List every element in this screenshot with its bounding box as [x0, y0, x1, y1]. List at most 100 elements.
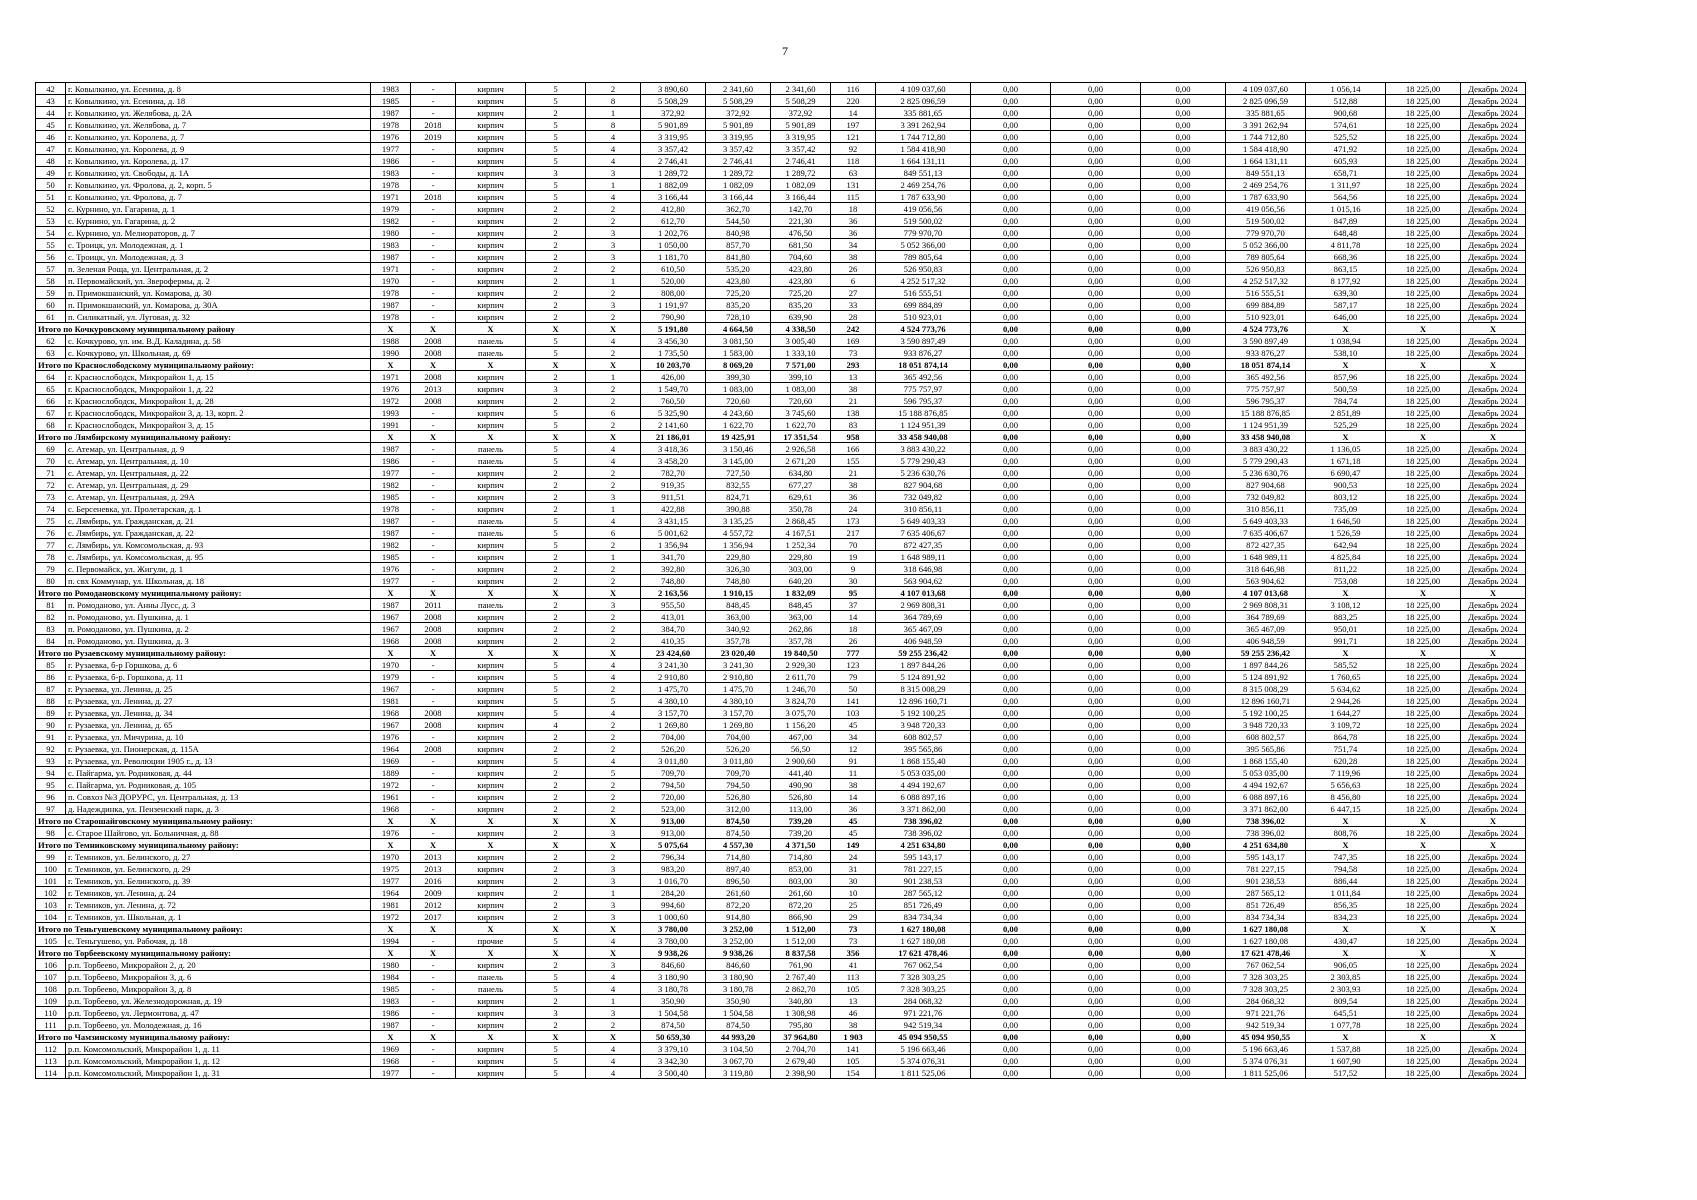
residential-area-cell: 2 341,60 — [705, 82, 771, 95]
entrances-cell: 4 — [585, 442, 641, 455]
deadline-cell: Декабрь 2024 — [1460, 166, 1526, 179]
living-area-cell: 4 338,50 — [770, 322, 831, 335]
year-built-cell: 1985 — [370, 550, 411, 563]
deadline-cell: Декабрь 2024 — [1460, 634, 1526, 647]
deadline-cell: Декабрь 2024 — [1460, 370, 1526, 383]
living-area-cell: 2 746,41 — [770, 154, 831, 167]
floors-cell: 5 — [525, 130, 586, 143]
residential-area-cell: 704,00 — [705, 730, 771, 743]
overhaul-year-cell: - — [410, 94, 456, 107]
total-area-cell: 955,50 — [640, 598, 706, 611]
fund-3-cell: 0,00 — [1140, 142, 1226, 155]
limit-cost-cell: 18 225,00 — [1385, 754, 1461, 767]
residents-cell: 24 — [830, 850, 876, 863]
residents-cell: 41 — [830, 958, 876, 971]
entrances-cell: 1 — [585, 274, 641, 287]
residential-area-cell: 3 241,30 — [705, 658, 771, 671]
overhaul-year-cell: - — [410, 970, 456, 983]
total-area-cell: 3 180,90 — [640, 970, 706, 983]
table-row: 89 г. Рузаевка, ул. Ленина, д. 34 1968 2008… — [35, 706, 1526, 719]
fund-1-cell: 0,00 — [970, 466, 1051, 479]
row-number-cell: 104 — [35, 910, 66, 923]
row-number-cell: 42 — [35, 82, 66, 95]
fund-2-cell: 0,00 — [1050, 226, 1141, 239]
overhaul-year-cell: - — [410, 178, 456, 191]
residents-cell: 12 — [830, 742, 876, 755]
fund-2-cell: 0,00 — [1050, 886, 1141, 899]
deadline-cell: X — [1460, 358, 1526, 371]
living-area-cell: 848,45 — [770, 598, 831, 611]
fund-3-cell: 0,00 — [1140, 466, 1226, 479]
living-area-cell: 1 512,00 — [770, 922, 831, 935]
entrances-cell: 1 — [585, 994, 641, 1007]
floors-cell: X — [525, 838, 586, 851]
table-row: 99 г. Темников, ул. Белинского, д. 27 1970… — [35, 850, 1526, 863]
fund-3-cell: 0,00 — [1140, 538, 1226, 551]
limit-cost-cell: 18 225,00 — [1385, 130, 1461, 143]
year-built-cell: X — [370, 946, 411, 959]
floors-cell: 2 — [525, 790, 586, 803]
address-cell: г. Краснослободск, Микрорайон 1, д. 15 — [65, 370, 371, 383]
living-area-cell: 3 824,70 — [770, 694, 831, 707]
floors-cell: 2 — [525, 778, 586, 791]
total-area-cell: 412,80 — [640, 202, 706, 215]
cost-per-sqm-cell: 538,10 — [1305, 346, 1386, 359]
address-cell: г. Ковылкино, ул. Свободы, д. 1А — [65, 166, 371, 179]
deadline-cell: Декабрь 2024 — [1460, 934, 1526, 947]
overhaul-year-cell: - — [410, 574, 456, 587]
year-built-cell: 1964 — [370, 742, 411, 755]
floors-cell: 2 — [525, 370, 586, 383]
wall-material-cell: кирпич — [455, 766, 526, 779]
limit-cost-cell: 18 225,00 — [1385, 682, 1461, 695]
deadline-cell: Декабрь 2024 — [1460, 214, 1526, 227]
residents-cell: 197 — [830, 118, 876, 131]
table-row: 49 г. Ковылкино, ул. Свободы, д. 1А 1983- к… — [35, 166, 1526, 179]
row-number-cell: 88 — [35, 694, 66, 707]
cost-per-sqm-cell: 642,94 — [1305, 538, 1386, 551]
address-cell: г. Рузаевка, ул. Ленина, д. 65 — [65, 718, 371, 731]
limit-cost-cell: 18 225,00 — [1385, 190, 1461, 203]
cost-cell: 827 904,68 — [875, 478, 971, 491]
fund-3-cell: 0,00 — [1140, 766, 1226, 779]
cost-per-sqm-cell: 900,68 — [1305, 106, 1386, 119]
deadline-cell: Декабрь 2024 — [1460, 286, 1526, 299]
wall-material-cell: кирпич — [455, 310, 526, 323]
table-row: 111 р.п. Торбеево, ул. Молодежная, д. 16 1… — [35, 1018, 1526, 1031]
cost-per-sqm-cell: 648,48 — [1305, 226, 1386, 239]
wall-material-cell: кирпич — [455, 238, 526, 251]
residents-cell: 14 — [830, 106, 876, 119]
floors-cell: 2 — [525, 862, 586, 875]
total-area-cell: 3 157,70 — [640, 706, 706, 719]
fund-3-cell: 0,00 — [1140, 514, 1226, 527]
residents-cell: 113 — [830, 970, 876, 983]
fund-3-cell: 0,00 — [1140, 298, 1226, 311]
residents-cell: 36 — [830, 490, 876, 503]
cost-cell: 5 236 630,76 — [875, 466, 971, 479]
total-cost-cell: 1 648 989,11 — [1225, 550, 1306, 563]
total-cost-cell: 851 726,49 — [1225, 898, 1306, 911]
total-area-cell: 5 075,64 — [640, 838, 706, 851]
entrances-cell: 2 — [585, 682, 641, 695]
total-cost-cell: 335 881,65 — [1225, 106, 1306, 119]
wall-material-cell: кирпич — [455, 418, 526, 431]
cost-per-sqm-cell: 2 851,89 — [1305, 406, 1386, 419]
residents-cell: 777 — [830, 646, 876, 659]
cost-per-sqm-cell: 2 303,85 — [1305, 970, 1386, 983]
fund-2-cell: 0,00 — [1050, 610, 1141, 623]
floors-cell: X — [525, 922, 586, 935]
living-area-cell: 423,80 — [770, 262, 831, 275]
address-cell: г. Рузаевка, ул. Мичурина, д. 10 — [65, 730, 371, 743]
deadline-cell: Декабрь 2024 — [1460, 898, 1526, 911]
wall-material-cell: кирпич — [455, 742, 526, 755]
living-area-cell: 795,80 — [770, 1018, 831, 1031]
total-cost-cell: 775 757,97 — [1225, 382, 1306, 395]
wall-material-cell: кирпич — [455, 562, 526, 575]
wall-material-cell: X — [455, 946, 526, 959]
wall-material-cell: кирпич — [455, 622, 526, 635]
limit-cost-cell: 18 225,00 — [1385, 634, 1461, 647]
fund-3-cell: 0,00 — [1140, 310, 1226, 323]
cost-cell: 4 107 013,68 — [875, 586, 971, 599]
fund-3-cell: 0,00 — [1140, 250, 1226, 263]
fund-2-cell: 0,00 — [1050, 706, 1141, 719]
fund-1-cell: 0,00 — [970, 922, 1051, 935]
